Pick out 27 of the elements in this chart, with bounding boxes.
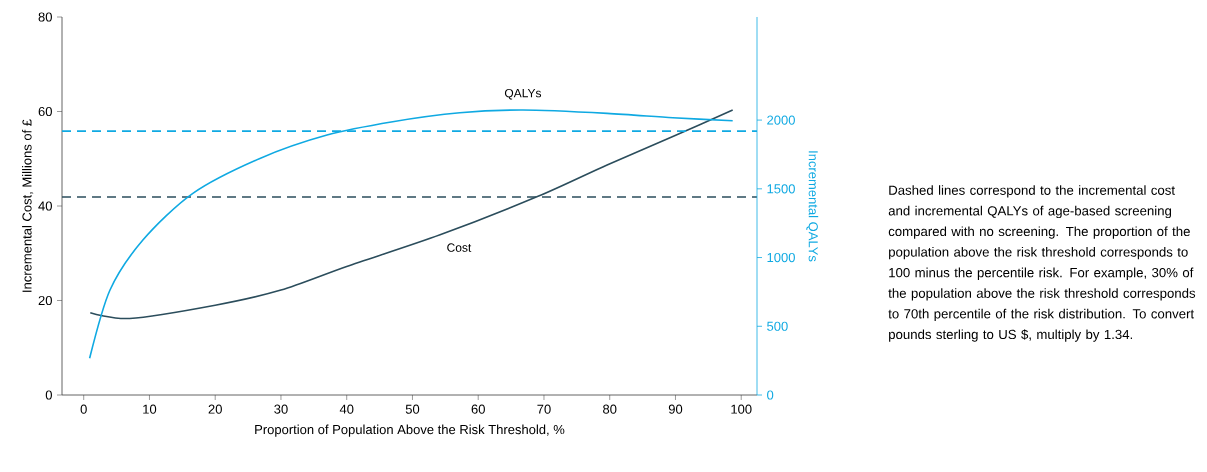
text: Dashed lines correspond to the incremental cost and incremental QALYs of age-based screening compared with no screening. The proportion of the population above the risk threshold corresponds to 100 minus the percentile risk. For example, 30% of the population above the risk threshold corresponds to 70th percentile of the risk distribution. To convert pounds sterling to US $, multiply by 1.34. <box>888 185 1196 342</box>
series-label: QALYs <box>504 88 542 100</box>
x-tick-label: 70 <box>537 404 551 414</box>
y2-tick-label: 500 <box>767 321 788 331</box>
x-tick-label: 40 <box>339 404 354 414</box>
y-tick-label: 0 <box>45 390 52 400</box>
y2-tick-label: 2000 <box>767 115 795 125</box>
y2-tick-label: 1000 <box>767 252 795 263</box>
x-tick-label: 10 <box>143 404 157 414</box>
x-tick-label: 100 <box>731 404 752 414</box>
y-tick-label: 40 <box>38 201 52 211</box>
y2-tick-label: 1500 <box>767 184 795 194</box>
x-tick-label: 50 <box>405 404 420 414</box>
x-axis-title: Proportion of Population Above the Risk Threshold, % <box>255 424 565 437</box>
y2-axis-title: Incremental QALYs <box>806 151 819 262</box>
series-label: Cost <box>447 243 472 252</box>
y-tick-label: 60 <box>38 106 52 117</box>
y2-tick-label: 0 <box>767 390 774 400</box>
x-tick-label: 30 <box>274 404 288 414</box>
y-tick-label: 20 <box>38 295 52 306</box>
x-tick-label: 60 <box>471 404 485 414</box>
y-axis-title: Incremental Cost, Millions of £ <box>22 119 34 292</box>
y-tick-label: 80 <box>38 12 52 22</box>
x-tick-label: 20 <box>208 404 222 414</box>
x-tick-label: 80 <box>603 404 617 414</box>
x-tick-label: 0 <box>80 404 87 414</box>
x-tick-label: 90 <box>668 404 683 414</box>
